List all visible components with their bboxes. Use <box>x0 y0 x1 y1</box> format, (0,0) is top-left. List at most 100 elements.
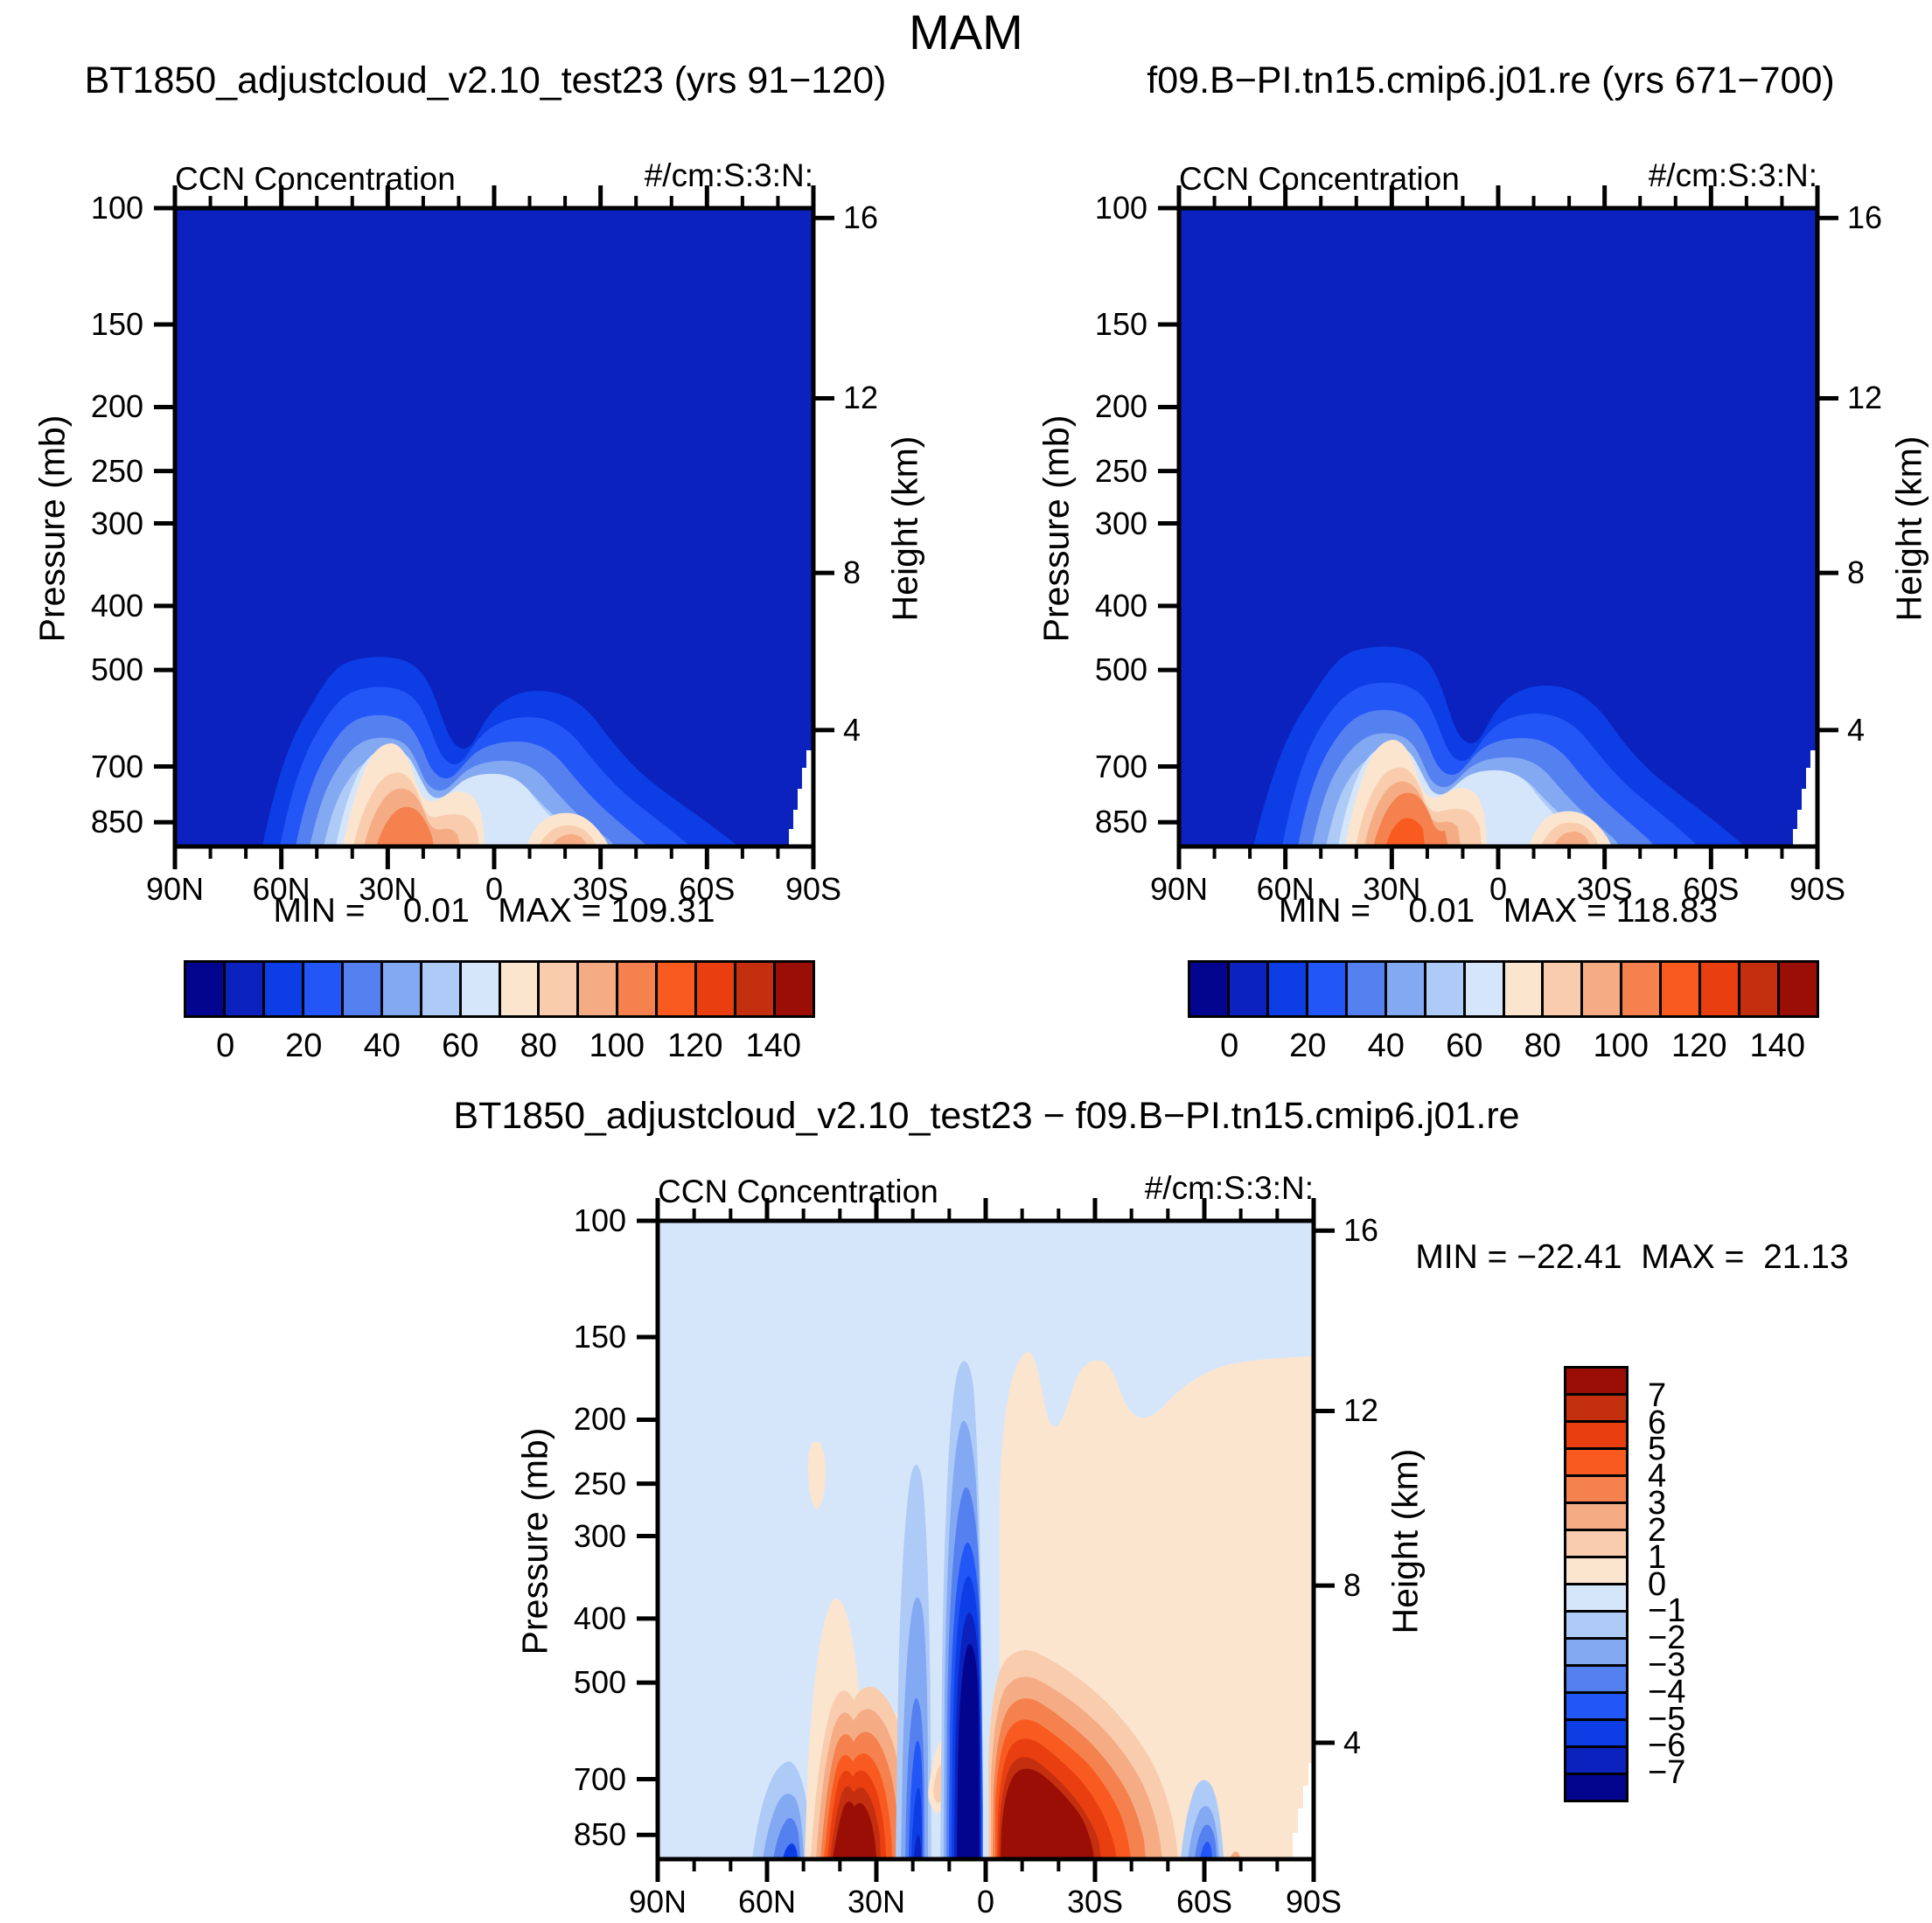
pressure-tick-label-850: 850 <box>90 804 143 840</box>
contour-region-level-15 <box>833 1801 876 1859</box>
colorbar-tick-label-40: 40 <box>363 1028 401 1064</box>
colorbar-cell-13 <box>694 963 735 1015</box>
panel-c-ylabel-height: Height (km) <box>1384 1448 1426 1634</box>
pressure-tick-label-500: 500 <box>1094 651 1147 688</box>
panel-b-subtitle: CCN Concentration <box>1179 161 1460 197</box>
diff-colorbar-tick-label-−2: −2 <box>1648 1620 1686 1657</box>
panel-a-header: BT1850_adjustcloud_v2.10_test23 (yrs 91−… <box>84 59 887 101</box>
diff-colorbar-tick-label-−5: −5 <box>1648 1700 1686 1738</box>
diff-colorbar-tick-label-−4: −4 <box>1648 1673 1686 1710</box>
latitude-tick-label-30N: 30N <box>359 871 417 907</box>
contour-region-level-11 <box>376 806 434 847</box>
diff-colorbar-cell-8 <box>1566 1556 1626 1583</box>
height-tick-label-4: 4 <box>1847 711 1866 748</box>
panel-b-plot <box>1158 185 1838 869</box>
panel-b-minmax: MIN = 0.01 MAX = 118.83 <box>1278 892 1719 930</box>
colorbar-cell-14 <box>1738 963 1778 1015</box>
colorbar-cell-7 <box>458 963 499 1015</box>
pressure-tick-label-150: 150 <box>1094 306 1147 343</box>
panel-c-colorbar <box>1564 1366 1629 1802</box>
pressure-tick-label-250: 250 <box>1094 452 1147 489</box>
panel-a-subtitle: CCN Concentration <box>175 161 456 197</box>
diff-colorbar-cell-13 <box>1566 1420 1626 1447</box>
latitude-tick-label-60S: 60S <box>679 871 736 907</box>
height-tick-label-12: 12 <box>1343 1392 1379 1429</box>
height-tick-label-4: 4 <box>843 711 861 748</box>
diff-colorbar-tick-label-−3: −3 <box>1648 1646 1686 1683</box>
diff-colorbar-tick-label-4: 4 <box>1648 1458 1667 1495</box>
panel-a-colorbar <box>184 960 815 1018</box>
figure-title: MAM <box>909 4 1023 59</box>
diff-colorbar-cell-7 <box>1566 1583 1626 1610</box>
panel-c-frame <box>655 1218 1316 1862</box>
panel-b-contours <box>1253 646 1817 847</box>
diff-colorbar-tick-label-−6: −6 <box>1648 1727 1686 1765</box>
panel-a-plot <box>154 185 834 869</box>
panel-a-ylabel-height: Height (km) <box>884 435 925 622</box>
colorbar-cell-9 <box>537 963 577 1015</box>
panel-c-units: #/cm:S:3:N: <box>1144 1170 1314 1206</box>
colorbar-cell-11 <box>1620 963 1660 1015</box>
diff-colorbar-cell-12 <box>1566 1447 1626 1474</box>
colorbar-cell-1 <box>222 963 262 1015</box>
pressure-tick-label-400: 400 <box>90 587 143 624</box>
colorbar-tick-label-60: 60 <box>442 1028 479 1064</box>
pressure-tick-label-700: 700 <box>90 748 143 784</box>
colorbar-tick-label-140: 140 <box>745 1028 801 1064</box>
colorbar-cell-6 <box>1423 963 1463 1015</box>
colorbar-tick-label-120: 120 <box>667 1028 723 1064</box>
height-tick-label-12: 12 <box>843 380 879 416</box>
pressure-tick-label-250: 250 <box>90 452 143 489</box>
diff-colorbar-cell-10 <box>1566 1501 1626 1529</box>
pressure-tick-label-200: 200 <box>1094 388 1147 425</box>
pressure-tick-label-500: 500 <box>573 1664 626 1701</box>
latitude-tick-label-60N: 60N <box>737 1884 797 1920</box>
diff-colorbar-cell-5 <box>1566 1637 1626 1664</box>
colorbar-cell-0 <box>186 963 223 1015</box>
colorbar-cell-0 <box>1190 963 1227 1015</box>
colorbar-cell-12 <box>1659 963 1699 1015</box>
colorbar-cell-4 <box>340 963 380 1015</box>
colorbar-cell-10 <box>576 963 617 1015</box>
pressure-tick-label-300: 300 <box>573 1517 626 1554</box>
diff-colorbar-tick-label-2: 2 <box>1648 1511 1667 1549</box>
latitude-tick-label-60N: 60N <box>252 871 310 907</box>
latitude-tick-label-60N: 60N <box>1256 871 1315 907</box>
colorbar-cell-15 <box>773 963 813 1015</box>
colorbar-cell-8 <box>498 963 538 1015</box>
pressure-tick-label-100: 100 <box>90 190 143 226</box>
diff-colorbar-tick-label-0: 0 <box>1648 1565 1667 1603</box>
contour-region-level-w <box>1793 750 1817 847</box>
pressure-tick-label-400: 400 <box>573 1599 626 1636</box>
latitude-tick-label-30S: 30S <box>1066 1884 1124 1920</box>
height-tick-label-8: 8 <box>1847 554 1866 591</box>
colorbar-tick-label-40: 40 <box>1367 1028 1405 1064</box>
pressure-tick-label-700: 700 <box>1094 748 1147 784</box>
colorbar-tick-label-0: 0 <box>216 1028 235 1064</box>
colorbar-tick-label-0: 0 <box>1220 1028 1239 1064</box>
pressure-tick-label-300: 300 <box>90 505 143 541</box>
colorbar-tick-label-100: 100 <box>589 1028 645 1064</box>
diff-colorbar-tick-label-5: 5 <box>1648 1431 1667 1468</box>
colorbar-tick-label-80: 80 <box>520 1028 557 1064</box>
panel-b-colorbar <box>1188 960 1819 1018</box>
diff-colorbar-tick-label-−7: −7 <box>1648 1754 1686 1792</box>
diff-colorbar-cell-0 <box>1566 1773 1626 1800</box>
colorbar-tick-label-20: 20 <box>285 1028 323 1064</box>
latitude-tick-label-90N: 90N <box>145 871 205 907</box>
latitude-tick-label-30S: 30S <box>1576 871 1633 907</box>
panel-c-minmax: MIN = −22.41 MAX = 21.13 <box>1415 1238 1849 1276</box>
panel-b-frame <box>1176 206 1820 849</box>
colorbar-cell-2 <box>262 963 302 1015</box>
colorbar-cell-3 <box>301 963 341 1015</box>
pressure-tick-label-850: 850 <box>1094 804 1147 840</box>
latitude-tick-label-60S: 60S <box>1683 871 1740 907</box>
colorbar-tick-label-80: 80 <box>1524 1028 1561 1064</box>
colorbar-tick-label-20: 20 <box>1289 1028 1327 1064</box>
colorbar-tick-label-140: 140 <box>1749 1028 1805 1064</box>
panel-a-frame <box>172 206 816 849</box>
height-tick-label-16: 16 <box>1343 1212 1379 1249</box>
panel-a-minmax: MIN = 0.01 MAX = 109.31 <box>273 892 715 930</box>
panel-b-ylabel-height: Height (km) <box>1888 435 1929 622</box>
contour-region-level-8 <box>808 1441 826 1509</box>
